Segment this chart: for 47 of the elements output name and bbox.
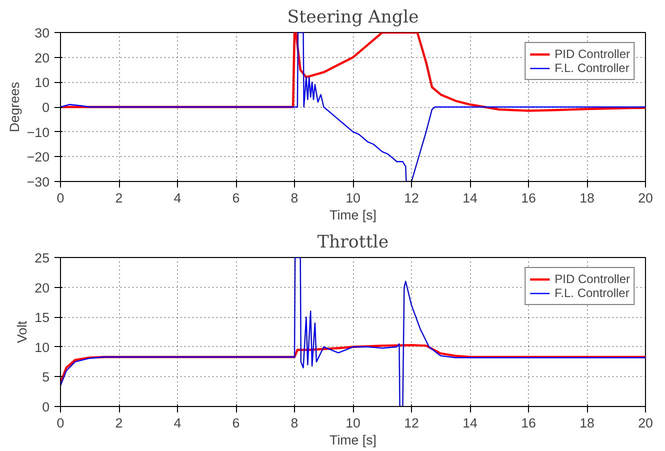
line-series bbox=[60, 32, 646, 112]
y-tick-label: 0 bbox=[42, 100, 50, 115]
y-tick-label: 20 bbox=[34, 50, 50, 66]
legend-label: F.L. Controller bbox=[554, 286, 630, 300]
y-tick-label: 5 bbox=[42, 370, 50, 385]
y-tick-label: 20 bbox=[34, 280, 50, 296]
y-tick-label: −10 bbox=[26, 124, 50, 140]
y-tick-label: 10 bbox=[34, 340, 50, 355]
x-tick-label: 2 bbox=[115, 416, 123, 430]
line-series bbox=[60, 344, 646, 384]
legend-label: F.L. Controller bbox=[554, 61, 630, 75]
y-tick-label: 30 bbox=[34, 26, 50, 40]
y-tick-label: 0 bbox=[42, 400, 50, 414]
x-tick-label: 14 bbox=[462, 416, 478, 430]
x-tick-label: 12 bbox=[404, 416, 419, 430]
y-tick-label: −30 bbox=[26, 174, 50, 190]
x-tick-label: 10 bbox=[346, 190, 360, 206]
x-tick-label: 12 bbox=[404, 190, 419, 206]
y-axis-title: Volt bbox=[14, 320, 30, 344]
x-tick-label: 2 bbox=[115, 190, 123, 206]
x-tick-label: 0 bbox=[56, 416, 64, 430]
x-tick-label: 4 bbox=[174, 416, 182, 430]
chart-title: Steering Angle bbox=[287, 8, 419, 28]
x-tick-label: 8 bbox=[290, 190, 298, 206]
x-axis-title: Time [s] bbox=[330, 432, 376, 448]
x-tick-label: 8 bbox=[290, 416, 298, 430]
y-tick-label: 15 bbox=[34, 310, 50, 326]
x-tick-label: 16 bbox=[521, 190, 536, 206]
x-axis-title: Time [s] bbox=[330, 208, 376, 222]
y-tick-label: 10 bbox=[34, 75, 50, 90]
x-tick-label: 6 bbox=[232, 190, 240, 206]
x-tick-label: 0 bbox=[56, 190, 64, 206]
x-tick-label: 16 bbox=[521, 416, 536, 430]
x-tick-label: 20 bbox=[638, 416, 653, 430]
chart-title: Throttle bbox=[317, 232, 389, 252]
legend-label: PID Controller bbox=[554, 272, 630, 286]
legend-label: PID Controller bbox=[554, 47, 630, 61]
y-tick-label: −20 bbox=[26, 150, 50, 165]
x-tick-label: 18 bbox=[580, 190, 594, 206]
y-axis-title: Degrees bbox=[6, 81, 22, 132]
y-tick-label: 25 bbox=[34, 250, 50, 266]
x-tick-label: 10 bbox=[346, 416, 360, 430]
x-tick-label: 18 bbox=[580, 416, 594, 430]
x-tick-label: 20 bbox=[638, 190, 653, 206]
x-tick-label: 4 bbox=[174, 190, 182, 206]
x-tick-label: 6 bbox=[232, 416, 240, 430]
x-tick-label: 14 bbox=[462, 190, 478, 206]
